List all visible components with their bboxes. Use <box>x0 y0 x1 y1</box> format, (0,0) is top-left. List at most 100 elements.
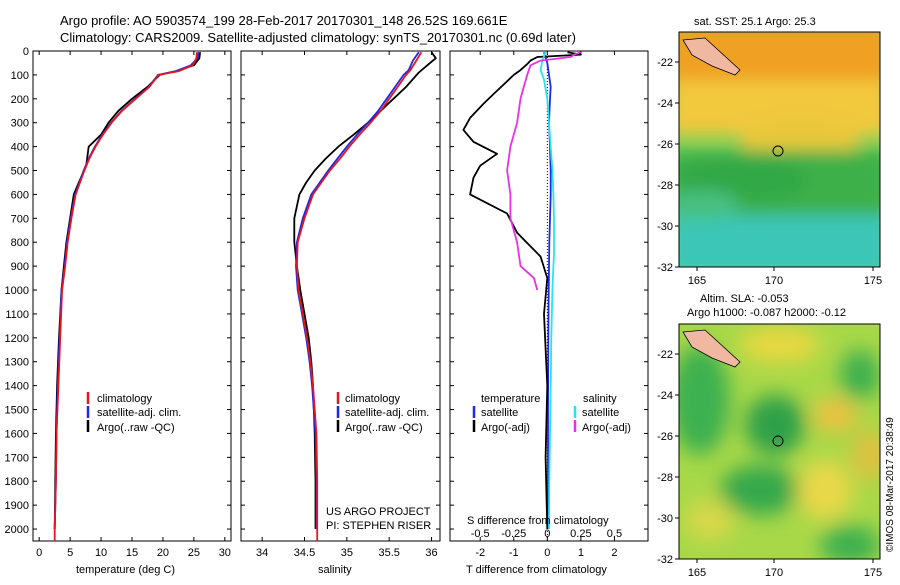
legend-argo-2: Argo(..raw -QC) <box>345 422 423 434</box>
legend-satellite-adj: satellite-adj. clim. <box>97 407 181 419</box>
x-tick-label: 34.5 <box>294 547 315 559</box>
lon-tick-label: 175 <box>864 567 882 579</box>
series-line-argo-adj- <box>462 51 582 530</box>
x-tick-label: 0 <box>36 547 42 559</box>
land-new-caledonia-2 <box>682 329 741 368</box>
x-tick-label: 35 <box>341 547 353 559</box>
lat-tick-label: -24 <box>657 98 673 110</box>
salinity-legend: climatology satellite-adj. clim. Argo(..… <box>336 392 429 434</box>
x-tick-label: 2 <box>611 547 617 559</box>
x-tick-label: 20 <box>157 547 169 559</box>
x-tick-label: 35.5 <box>378 547 399 559</box>
legend-salinity-title: salinity <box>583 393 617 405</box>
lat-tick-label: -32 <box>657 262 673 274</box>
y-tick-label: 1400 <box>5 381 29 393</box>
land-new-caledonia <box>682 37 741 76</box>
sla-map: Altim. SLA: -0.053 Argo h1000: -0.087 h2… <box>657 293 882 579</box>
x-tick-label: 36 <box>425 547 437 559</box>
lat-tick-label: -30 <box>657 513 673 525</box>
sla-map-title-1: Altim. SLA: -0.053 <box>700 293 789 305</box>
series-line-satellite <box>543 51 552 529</box>
lat-tick-label: -30 <box>657 221 673 233</box>
y-tick-label: 1900 <box>5 500 29 512</box>
t-difference-xlabel: T difference from climatology <box>466 564 607 576</box>
legend-satellite-adj-2: satellite-adj. clim. <box>345 407 429 419</box>
y-tick-label: 1500 <box>5 405 29 417</box>
salinity-panel: 34 34.5 35 35.5 36 salinity climatology sate… <box>240 50 441 576</box>
series-line-satellite-adj-clim- <box>53 52 200 530</box>
legend-s-satellite: satellite <box>582 407 619 419</box>
lat-tick-label: -32 <box>657 554 673 566</box>
s-tick-label: -0.5 <box>471 528 490 540</box>
y-tick-label: 1800 <box>5 476 29 488</box>
lon-tick-label: 170 <box>765 567 783 579</box>
x-tick-label: 30 <box>219 547 231 559</box>
y-tick-label: 100 <box>11 70 29 82</box>
y-tick-label: 700 <box>11 213 29 225</box>
difference-legend: temperature salinity satellite Argo(-adj… <box>472 393 631 434</box>
pi-annotation: PI: STEPHEN RISER <box>326 520 431 532</box>
x-tick-label: 25 <box>188 547 200 559</box>
imos-credit: ©IMOS 08-Mar-2017 20:38:49 <box>885 417 896 552</box>
lat-tick-label: -28 <box>657 472 673 484</box>
y-tick-label: 800 <box>11 237 29 249</box>
y-tick-label: 500 <box>11 166 29 178</box>
y-tick-label: 1700 <box>5 452 29 464</box>
y-tick-label: 1000 <box>5 285 29 297</box>
x-tick-label: 0 <box>544 547 550 559</box>
y-tick-label: 900 <box>11 261 29 273</box>
y-tick-label: 600 <box>11 189 29 201</box>
legend-temperature-title: temperature <box>481 393 540 405</box>
series-line-climatology <box>295 51 423 541</box>
y-tick-label: 0 <box>23 46 29 58</box>
legend-climatology-2: climatology <box>345 393 401 405</box>
lon-tick-label: 165 <box>688 567 706 579</box>
x-tick-label: 1 <box>578 547 584 559</box>
x-tick-label: -2 <box>475 547 485 559</box>
legend-t-satellite: satellite <box>481 407 518 419</box>
lat-tick-label: -24 <box>657 390 673 402</box>
y-tick-label: 1600 <box>5 428 29 440</box>
y-tick-label: 2000 <box>5 524 29 536</box>
series-line-argo-adj- <box>506 51 582 291</box>
temperature-xlabel: temperature (deg C) <box>76 564 175 576</box>
y-tick-label: 400 <box>11 142 29 154</box>
sla-map-title-2: Argo h1000: -0.087 h2000: -0.12 <box>687 307 846 319</box>
salinity-xlabel: salinity <box>318 564 352 576</box>
lat-tick-label: -28 <box>657 180 673 192</box>
salinity-plot-frame <box>240 50 441 542</box>
title-line-1: Argo profile: AO 5903574_199 28-Feb-2017… <box>60 13 508 28</box>
lon-tick-label: 165 <box>688 275 706 287</box>
profile-location-marker-2 <box>772 435 784 447</box>
lat-tick-label: -26 <box>657 431 673 443</box>
lon-tick-label: 170 <box>765 275 783 287</box>
y-tick-label: 1300 <box>5 357 29 369</box>
sst-map: sat. SST: 25.1 Argo: 25.3 -22 -24 -26 -28 -3… <box>657 16 882 287</box>
s-tick-label: -0.25 <box>501 528 526 540</box>
x-tick-label: 10 <box>95 547 107 559</box>
profile-location-marker <box>772 145 784 157</box>
legend-s-argo: Argo(-adj) <box>582 422 631 434</box>
series-line-argo-raw-qc- <box>53 52 201 530</box>
legend-climatology: climatology <box>97 393 153 405</box>
y-tick-label: 1200 <box>5 333 29 345</box>
lat-tick-label: -22 <box>657 57 673 69</box>
legend-t-argo: Argo(-adj) <box>481 422 530 434</box>
title-line-2: Climatology: CARS2009. Satellite-adjuste… <box>60 30 576 45</box>
x-tick-label: 34 <box>256 547 268 559</box>
sst-map-title: sat. SST: 25.1 Argo: 25.3 <box>694 16 816 28</box>
s-difference-label: S difference from climatology <box>467 515 609 527</box>
temperature-legend: climatology satellite-adj. clim. Argo(..… <box>86 392 181 434</box>
s-tick-label: 0.25 <box>570 528 591 540</box>
difference-plot-frame <box>449 50 649 542</box>
x-tick-label: 15 <box>126 547 138 559</box>
project-annotation: US ARGO PROJECT <box>326 506 431 518</box>
lat-tick-label: -22 <box>657 349 673 361</box>
legend-argo: Argo(..raw -QC) <box>97 422 175 434</box>
s-tick-label: 0.5 <box>607 528 622 540</box>
y-tick-label: 300 <box>11 118 29 130</box>
y-tick-label: 200 <box>11 94 29 106</box>
series-line-satellite <box>539 51 555 530</box>
